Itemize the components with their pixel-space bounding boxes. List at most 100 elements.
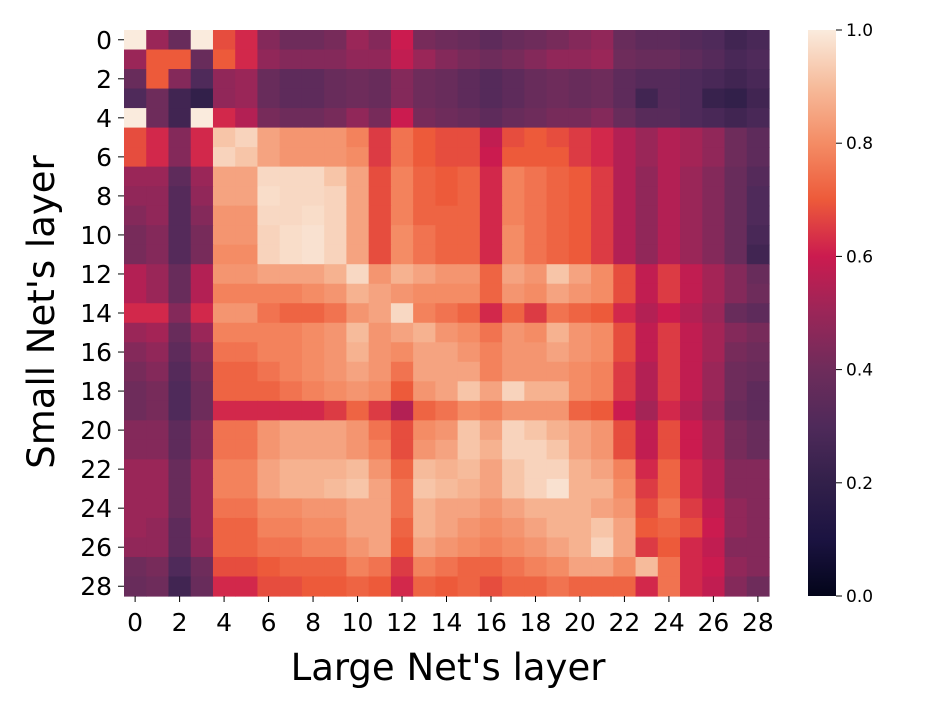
heatmap-cell: [279, 30, 303, 51]
heatmap-cell: [124, 342, 147, 363]
heatmap-cell: [613, 88, 637, 109]
heatmap-cell: [657, 400, 681, 421]
heatmap-cell: [613, 225, 637, 246]
heatmap-cell: [168, 459, 192, 480]
heatmap-cell: [546, 517, 570, 539]
heatmap-cell: [479, 400, 503, 421]
heatmap-cell: [390, 439, 414, 460]
heatmap-cell: [657, 322, 681, 343]
heatmap-cell: [657, 283, 681, 304]
heatmap-cell: [168, 381, 192, 402]
heatmap-cell: [457, 147, 481, 168]
heatmap-cell: [546, 439, 570, 460]
heatmap-cell: [568, 556, 592, 578]
heatmap-cell: [546, 303, 570, 324]
heatmap-cell: [657, 49, 681, 70]
heatmap-cell: [702, 127, 726, 148]
heatmap-cell: [479, 69, 503, 90]
colorbar-ticks: 0.0 0.2 0.4 0.6 0.8 1.0: [836, 21, 873, 607]
heatmap-cell: [212, 303, 236, 324]
heatmap-cell: [502, 381, 525, 402]
heatmap-cell: [435, 459, 459, 480]
heatmap-cell: [212, 30, 236, 51]
heatmap-cell: [568, 166, 592, 187]
heatmap-cell: [635, 498, 659, 519]
heatmap-cell: [146, 576, 170, 597]
heatmap-cell: [635, 576, 659, 597]
heatmap-cell: [212, 478, 236, 500]
heatmap-cell: [479, 439, 503, 460]
heatmap-cell: [702, 264, 726, 285]
heatmap-cell: [657, 381, 681, 402]
heatmap-cell: [235, 576, 259, 597]
heatmap-cell: [524, 517, 548, 539]
heatmap-cell: [212, 322, 236, 343]
x-tick-label: 18: [520, 608, 552, 637]
heatmap-cell: [257, 186, 281, 207]
heatmap-cell: [568, 49, 592, 70]
heatmap-cell: [591, 303, 614, 324]
heatmap-cell: [680, 225, 703, 246]
heatmap-cell: [746, 576, 770, 597]
heatmap-cell: [346, 147, 370, 168]
heatmap-cell: [346, 283, 370, 304]
heatmap-cell: [390, 556, 414, 578]
heatmap-cell: [702, 283, 726, 304]
heatmap-cell: [680, 576, 703, 597]
heatmap-cell: [324, 498, 348, 519]
heatmap-cell: [746, 400, 770, 421]
heatmap-cell: [368, 69, 392, 90]
heatmap-cell: [212, 127, 236, 148]
heatmap-cell: [457, 420, 481, 441]
heatmap-cell: [524, 49, 548, 70]
heatmap-cell: [502, 576, 525, 597]
heatmap-cell: [635, 439, 659, 460]
heatmap-cell: [457, 381, 481, 402]
heatmap-cell: [257, 517, 281, 539]
heatmap-cell: [702, 205, 726, 226]
y-tick-label: 22: [80, 455, 112, 484]
heatmap-cell: [435, 30, 459, 51]
heatmap-cell: [613, 459, 637, 480]
heatmap-cell: [368, 400, 392, 421]
heatmap-cell: [702, 439, 726, 460]
heatmap-cell: [279, 556, 303, 578]
heatmap-cell: [613, 49, 637, 70]
heatmap-cell: [746, 88, 770, 109]
heatmap-cell: [124, 69, 147, 90]
heatmap-cell: [457, 342, 481, 363]
heatmap-cell: [190, 166, 214, 187]
heatmap-cell: [368, 381, 392, 402]
heatmap-cell: [190, 49, 214, 70]
heatmap-cell: [591, 166, 614, 187]
heatmap-cell: [702, 49, 726, 70]
heatmap-cell: [124, 88, 147, 109]
heatmap-cell: [124, 556, 147, 578]
heatmap-cell: [746, 127, 770, 148]
heatmap-cell: [724, 342, 748, 363]
heatmap-cell: [479, 420, 503, 441]
x-tick-label: 28: [742, 608, 774, 637]
heatmap-cell: [190, 439, 214, 460]
heatmap-cell: [657, 556, 681, 578]
heatmap-cell: [301, 381, 325, 402]
heatmap-cell: [235, 147, 259, 168]
heatmap-cell: [635, 264, 659, 285]
heatmap-cell: [680, 517, 703, 539]
heatmap-cell: [479, 88, 503, 109]
heatmap-cell: [368, 225, 392, 246]
heatmap-cell: [591, 108, 614, 129]
heatmap-cell: [546, 498, 570, 519]
heatmap-cell: [279, 49, 303, 70]
heatmap-cell: [613, 283, 637, 304]
heatmap-cell: [502, 342, 525, 363]
heatmap-cell: [146, 498, 170, 519]
colorbar-tick-label: 0.2: [846, 474, 873, 494]
heatmap-cell: [190, 498, 214, 519]
heatmap-cell: [502, 459, 525, 480]
heatmap-cell: [524, 537, 548, 558]
heatmap-cell: [657, 69, 681, 90]
heatmap-cell: [390, 127, 414, 148]
heatmap-cell: [591, 537, 614, 558]
heatmap-cell: [190, 342, 214, 363]
